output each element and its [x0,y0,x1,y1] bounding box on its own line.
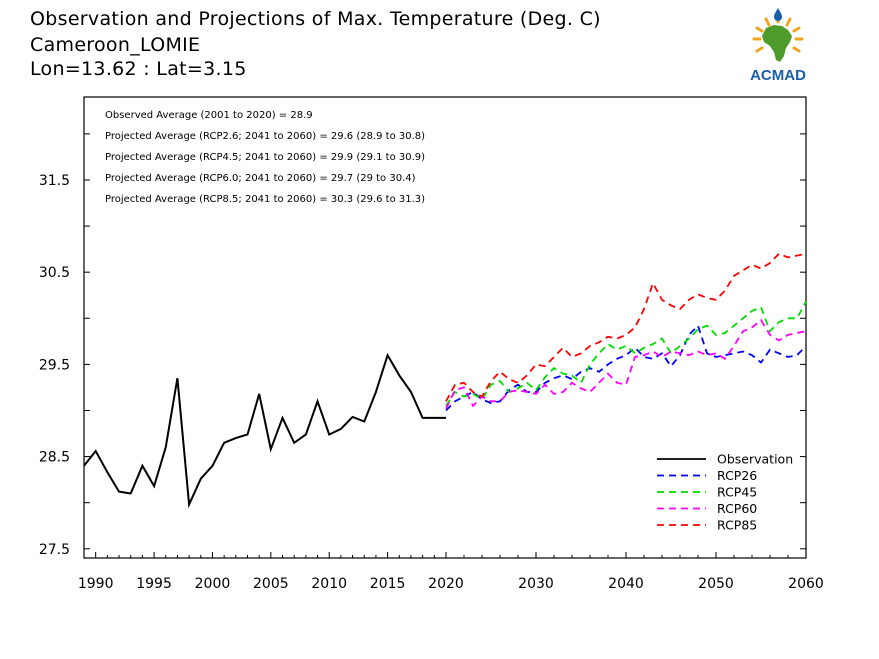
acmad-logo: ACMAD [750,8,806,84]
series-line-observation [83,352,446,509]
x-tick-label: 2005 [253,576,289,592]
legend-label: Observation [717,452,793,467]
annotation-text: Projected Average (RCP4.5; 2041 to 2060)… [105,152,425,163]
series-line-rcp60 [445,318,807,409]
y-tick-label: 30.5 [39,265,70,281]
logo-africa-shape [762,25,792,62]
x-tick-label: 2060 [788,576,824,592]
location-coordinates: Lon=13.62 : Lat=3.15 [30,58,247,80]
x-tick-label: 2000 [195,576,231,592]
plot-frame [83,96,807,559]
legend-label: RCP45 [717,485,757,500]
x-tick-label: 1990 [78,576,114,592]
x-tick-label: 1995 [136,576,172,592]
location-name: Cameroon_LOMIE [30,34,201,56]
legend-label: RCP60 [717,501,757,516]
legend-label: RCP26 [717,468,757,483]
y-tick-label: 29.5 [39,357,70,373]
annotations: Observed Average (2001 to 2020) = 28.9 Pr… [105,110,425,205]
annotation-text: Observed Average (2001 to 2020) = 28.9 [105,110,313,121]
chart-title: Observation and Projections of Max. Temp… [30,8,601,30]
x-tick-label: 2030 [518,576,554,592]
y-tick-label: 27.5 [39,542,70,558]
plot-lines [83,252,807,509]
logo-water-drop [774,8,782,21]
series-line-rcp85 [445,252,807,402]
legend-label: RCP85 [717,518,757,533]
x-tick-label: 2020 [428,576,464,592]
annotation-text: Projected Average (RCP2.6; 2041 to 2060)… [105,131,425,142]
x-tick-label: 2040 [608,576,644,592]
annotation-text: Projected Average (RCP8.5; 2041 to 2060)… [105,194,425,205]
x-tick-label: 2015 [370,576,406,592]
x-tick-label: 2050 [698,576,734,592]
x-tick-label: 2010 [311,576,347,592]
y-tick-label: 31.5 [39,173,70,189]
series-line-rcp26 [445,324,807,412]
logo-text: ACMAD [750,67,806,84]
y-tick-label: 28.5 [39,450,70,466]
annotation-text: Projected Average (RCP6.0; 2041 to 2060)… [105,173,416,184]
series-line-rcp45 [445,301,807,407]
axes: 27.5 28.5 29.5 30.5 31.5 1990 1995 2000 2005 2010… [39,96,824,592]
